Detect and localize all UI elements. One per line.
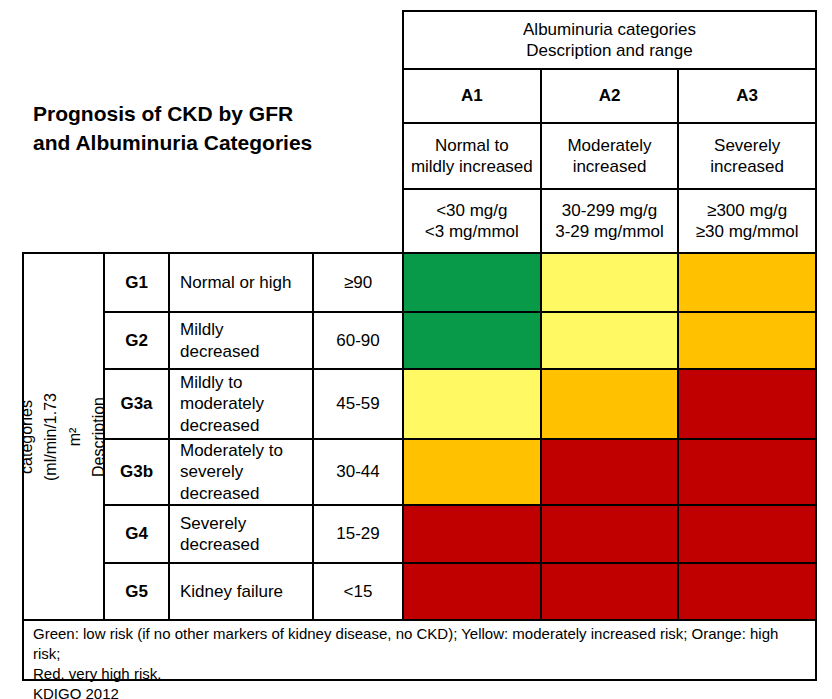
albuminuria-range-a2: 30-299 mg/g 3-29 mg/mmol bbox=[542, 190, 678, 252]
gfr-desc-g5: Kidney failure bbox=[170, 564, 312, 619]
gfr-desc-g2: Mildly decreased bbox=[170, 313, 312, 368]
albuminuria-desc-a2: Moderately increased bbox=[542, 124, 678, 188]
gfr-table: GFR categories (ml/min/1.73 m² Descripti… bbox=[22, 252, 404, 621]
albuminuria-code-a3: A3 bbox=[679, 70, 815, 122]
risk-cell-g5-a1 bbox=[404, 564, 540, 619]
risk-cell-g2-a3 bbox=[679, 313, 815, 368]
albuminuria-range-a3: ≥300 mg/g ≥30 mg/mmol bbox=[679, 190, 815, 252]
gfr-code-g3b: G3b bbox=[105, 440, 168, 504]
risk-cell-g3b-a2 bbox=[542, 440, 678, 504]
gfr-range-g4: 15-29 bbox=[314, 506, 402, 562]
gfr-desc-g1: Normal or high bbox=[170, 254, 312, 311]
kdigo-risk-figure: Prognosis of CKD by GFR and Albuminuria … bbox=[0, 0, 832, 699]
legend-footer: Green: low risk (if no other markers of … bbox=[22, 619, 817, 681]
gfr-desc-g4: Severely decreased bbox=[170, 506, 312, 562]
risk-cell-g1-a3 bbox=[679, 254, 815, 311]
gfr-axis-cell: GFR categories (ml/min/1.73 m² Descripti… bbox=[24, 254, 103, 619]
gfr-range-g3b: 30-44 bbox=[314, 440, 402, 504]
risk-matrix bbox=[402, 252, 817, 621]
risk-cell-g3b-a1 bbox=[404, 440, 540, 504]
risk-cell-g4-a1 bbox=[404, 506, 540, 562]
gfr-range-g2: 60-90 bbox=[314, 313, 402, 368]
risk-cell-g3a-a2 bbox=[542, 370, 678, 438]
risk-cell-g1-a1 bbox=[404, 254, 540, 311]
gfr-range-g1: ≥90 bbox=[314, 254, 402, 311]
risk-cell-g2-a1 bbox=[404, 313, 540, 368]
gfr-range-g5: <15 bbox=[314, 564, 402, 619]
gfr-code-g1: G1 bbox=[105, 254, 168, 311]
gfr-code-g4: G4 bbox=[105, 506, 168, 562]
gfr-axis-label: GFR categories (ml/min/1.73 m² Descripti… bbox=[24, 392, 103, 480]
risk-cell-g5-a2 bbox=[542, 564, 678, 619]
gfr-code-g2: G2 bbox=[105, 313, 168, 368]
albuminuria-desc-a1: Normal to mildly increased bbox=[404, 124, 540, 188]
risk-cell-g4-a3 bbox=[679, 506, 815, 562]
risk-cell-g3a-a1 bbox=[404, 370, 540, 438]
albuminuria-range-a1: <30 mg/g <3 mg/mmol bbox=[404, 190, 540, 252]
risk-cell-g3b-a3 bbox=[679, 440, 815, 504]
albuminuria-header: Albuminuria categories Description and r… bbox=[404, 12, 815, 68]
gfr-desc-g3a: Mildly to moderately decreased bbox=[170, 370, 312, 438]
gfr-code-g3a: G3a bbox=[105, 370, 168, 438]
risk-cell-g5-a3 bbox=[679, 564, 815, 619]
albuminuria-code-a1: A1 bbox=[404, 70, 540, 122]
risk-cell-g3a-a3 bbox=[679, 370, 815, 438]
gfr-range-g3a: 45-59 bbox=[314, 370, 402, 438]
albuminuria-desc-a3: Severely increased bbox=[679, 124, 815, 188]
page-title: Prognosis of CKD by GFR and Albuminuria … bbox=[33, 100, 312, 158]
albuminuria-table: Albuminuria categories Description and r… bbox=[402, 10, 817, 254]
gfr-desc-g3b: Moderately to severely decreased bbox=[170, 440, 312, 504]
risk-cell-g2-a2 bbox=[542, 313, 678, 368]
risk-cell-g4-a2 bbox=[542, 506, 678, 562]
risk-cell-g1-a2 bbox=[542, 254, 678, 311]
albuminuria-code-a2: A2 bbox=[542, 70, 678, 122]
gfr-code-g5: G5 bbox=[105, 564, 168, 619]
